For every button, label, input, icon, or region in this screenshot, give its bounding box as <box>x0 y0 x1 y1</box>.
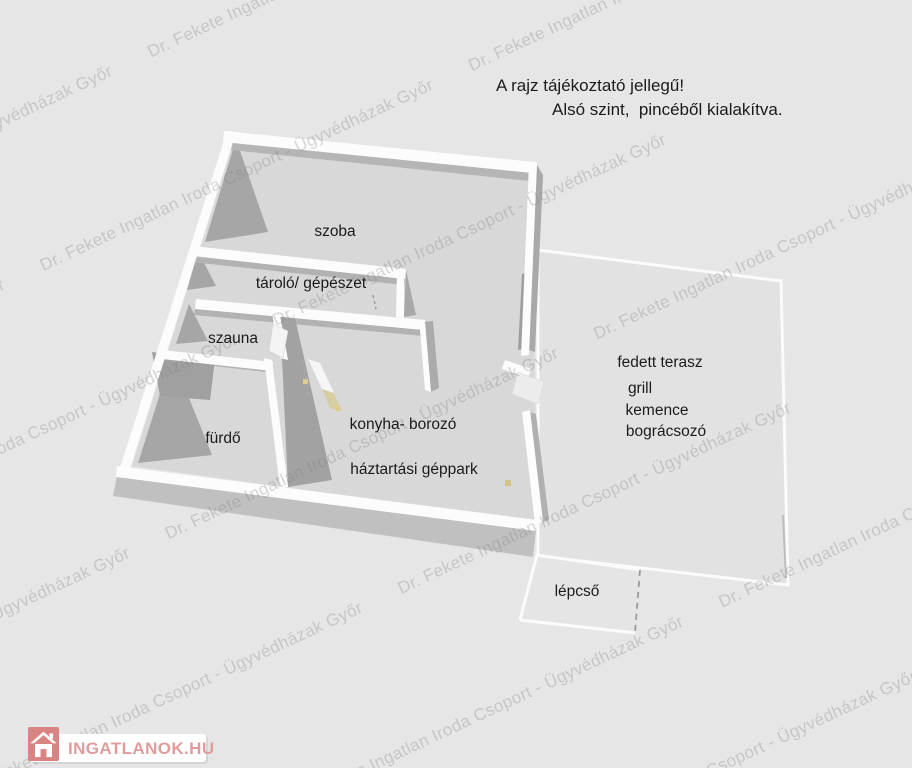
room-label-bogracsozo: bográcsozó <box>625 423 707 440</box>
logo-pill <box>30 734 206 762</box>
stairs-outline <box>518 553 641 635</box>
drawing-disclaimer-line2: Alsó szint, pincéből kialakítva. <box>552 100 783 119</box>
stairs-floor <box>520 555 640 633</box>
wall-face-tarolo-bottom <box>194 309 424 336</box>
wall-top-west <box>119 131 236 472</box>
room-label-terasz: fedett terasz <box>617 354 703 371</box>
terrace-edge-shadow <box>782 514 787 579</box>
wall-top-north <box>223 131 536 173</box>
room-label-kemence: kemence <box>625 402 689 419</box>
room-label-szoba: szoba <box>314 223 356 240</box>
wall-face-stub <box>425 321 439 392</box>
wall-face-bottom-outer <box>113 476 536 557</box>
door-leaf-terrace <box>511 371 545 405</box>
wall-face-szauna-left <box>176 304 208 344</box>
door-hinge-dot <box>303 379 308 384</box>
wall-face-tarolo-right <box>404 270 416 317</box>
room-label-furdo: fürdő <box>205 430 241 447</box>
drawing-disclaimer-line1: A rajz tájékoztató jellegű! <box>496 76 685 95</box>
door-opening-dashes <box>302 359 310 401</box>
room-label-grill: grill <box>627 380 653 397</box>
wall-top-szauna-bottom <box>162 350 273 371</box>
room-label-haztartasi: háztartási géppark <box>350 461 478 478</box>
door-hinge-dot <box>505 480 511 486</box>
door-hinge-dot <box>336 406 341 411</box>
room-label-lepcso: lépcső <box>554 583 600 600</box>
ingatlanok-logo: INGATLANOK.HU <box>26 723 215 765</box>
wall-face-divider <box>280 315 332 487</box>
room-label-konyha: konyha- borozó <box>349 416 457 433</box>
wall-top-tarolo-right <box>396 268 404 318</box>
wall-top-tarolo-bottom <box>195 299 425 330</box>
house-icon <box>28 727 59 761</box>
wall-top-south <box>116 466 537 531</box>
wall-face-furdo-top <box>152 352 215 400</box>
room-label-szauna: szauna <box>208 330 258 347</box>
wall-top-east-lower <box>522 410 543 524</box>
wall-top-szoba-bottom <box>192 246 406 279</box>
wall-face-furdo-left <box>138 356 212 463</box>
wall-face-szoba-bottom <box>191 256 405 285</box>
door-leaf-konyha <box>308 359 334 393</box>
wall-top-divider <box>264 358 288 488</box>
door-opening-dashes <box>372 294 377 310</box>
wall-face-szoba-left <box>205 139 268 242</box>
wall-top-stub <box>419 319 431 392</box>
room-label-tarolo: tároló/ gépészet <box>255 275 367 292</box>
wall-face-tarolo-left <box>187 251 216 290</box>
wall-top-east-doorjog <box>502 360 531 378</box>
door-leaf-szauna <box>268 323 289 359</box>
wall-top-east-upper <box>521 162 537 356</box>
wall-face-top-inner <box>231 142 532 181</box>
wall-face-right-lower <box>530 412 549 522</box>
wall-face-right-outer <box>529 165 543 352</box>
logo-text: INGATLANOK.HU <box>68 739 215 758</box>
